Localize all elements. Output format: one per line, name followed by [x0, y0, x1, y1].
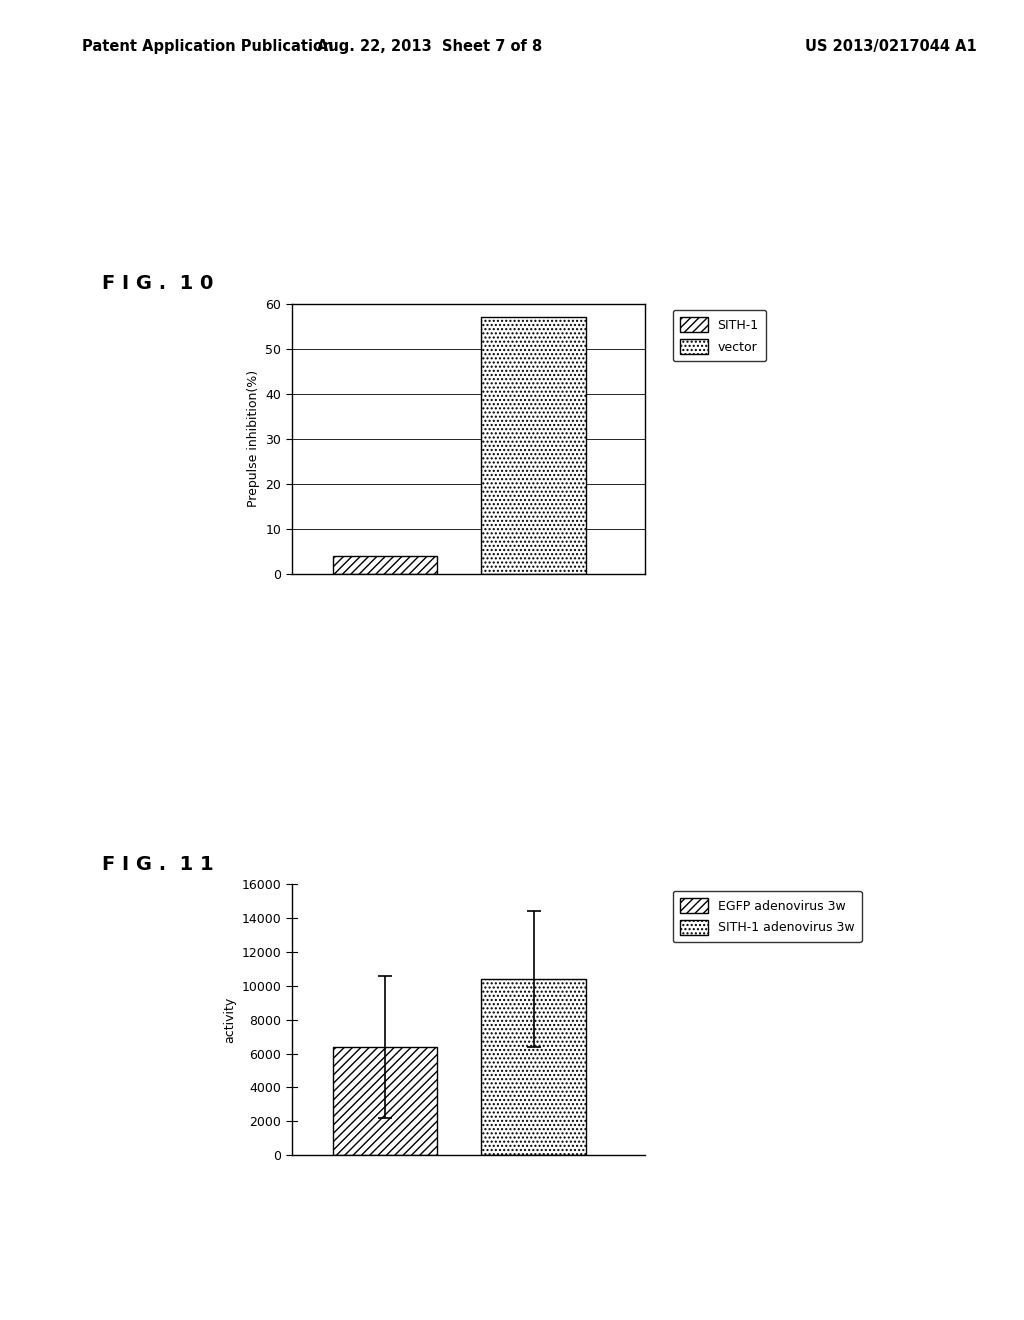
Bar [481, 317, 586, 574]
Bar [333, 556, 437, 574]
Y-axis label: Prepulse inhibition(%): Prepulse inhibition(%) [247, 371, 260, 507]
Y-axis label: activity: activity [223, 997, 236, 1043]
Text: Aug. 22, 2013  Sheet 7 of 8: Aug. 22, 2013 Sheet 7 of 8 [317, 38, 543, 54]
Bar [333, 1047, 437, 1155]
Text: F I G .  1 1: F I G . 1 1 [102, 855, 214, 874]
Legend: SITH-1, vector: SITH-1, vector [673, 310, 766, 362]
Legend: EGFP adenovirus 3w, SITH-1 adenovirus 3w: EGFP adenovirus 3w, SITH-1 adenovirus 3w [673, 891, 861, 942]
Bar [481, 979, 586, 1155]
Text: Patent Application Publication: Patent Application Publication [82, 38, 334, 54]
Text: F I G .  1 0: F I G . 1 0 [102, 275, 214, 293]
Text: US 2013/0217044 A1: US 2013/0217044 A1 [805, 38, 977, 54]
